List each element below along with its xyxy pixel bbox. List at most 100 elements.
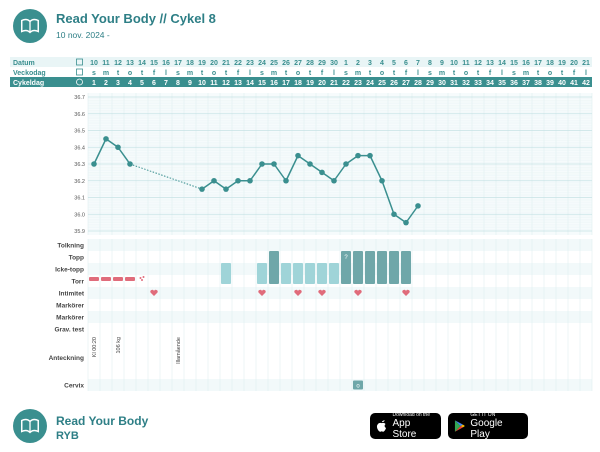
cycle-day-cell: 29 [426, 80, 434, 87]
footer-logo [13, 409, 47, 443]
cycle-day-cell: 14 [246, 80, 254, 87]
cycle-day-cell: 36 [510, 80, 518, 87]
torr-bar [89, 277, 99, 281]
temperature-point [283, 177, 289, 184]
temperature-point [103, 136, 109, 142]
date-cell: 20 [210, 60, 218, 67]
y-tick-label: 36.1 [74, 196, 85, 202]
cycle-day-cell: 34 [486, 80, 494, 87]
intimitet-label: Intimitet [59, 291, 85, 298]
date-cell: 2 [356, 60, 360, 67]
date-cell: 21 [222, 60, 230, 67]
tolkning-mark: ? [344, 255, 348, 261]
note-text: 106 kg [116, 337, 122, 354]
topp-bar [353, 251, 363, 284]
date-cell: 9 [440, 60, 444, 67]
weekday-cell: s [176, 70, 180, 77]
temperature-line-segment [333, 163, 347, 182]
app-store-button[interactable]: Download on the App Store [370, 412, 441, 440]
cycle-day-cell: 37 [522, 80, 530, 87]
temperature-line-segment [249, 163, 263, 182]
cycle-day-cell: 21 [330, 80, 338, 87]
date-cell: 24 [258, 60, 266, 67]
weekday-cell: f [237, 70, 240, 77]
weekday-cell: t [285, 70, 288, 77]
google-play-label: Google Play [470, 418, 503, 440]
cervix-label: Cervix [64, 383, 84, 390]
cycle-day-cell: 41 [570, 80, 578, 87]
grav-test-label: Grav. test [54, 327, 84, 334]
topp-bar [269, 251, 279, 284]
date-cell: 14 [138, 60, 146, 67]
date-cell: 12 [114, 60, 122, 67]
cycle-day-cell: 27 [402, 80, 410, 87]
weekday-cell: m [271, 70, 277, 77]
date-cell: 28 [306, 60, 314, 67]
temperature-point [91, 161, 97, 167]
cycle-day-cell: 18 [294, 80, 302, 87]
date-cell: 19 [558, 60, 566, 67]
icke-topp-label: Icke-topp [55, 267, 84, 274]
google-play-button[interactable]: GET IT ON Google Play [448, 412, 528, 440]
temperature-point [127, 161, 133, 167]
date-cell: 22 [234, 60, 242, 67]
heart-icon [354, 289, 362, 296]
y-tick-label: 35.9 [74, 229, 85, 235]
date-cell: 13 [486, 60, 494, 67]
cycle-day-cell: 38 [534, 80, 542, 87]
cycle-day-cell: 3 [116, 80, 120, 87]
weekday-cell: l [585, 70, 587, 77]
cycle-day-cell: 8 [176, 80, 180, 87]
cykeldag-label: Cykeldag [13, 80, 44, 87]
temperature-point [115, 144, 121, 151]
veckodag-row-bg [10, 67, 592, 77]
weekday-cell: t [309, 70, 312, 77]
weekday-cell: s [512, 70, 516, 77]
y-tick-label: 36.6 [74, 112, 85, 118]
book-icon [21, 418, 39, 434]
cycle-day-cell: 16 [270, 80, 278, 87]
spotting-drop [139, 277, 142, 279]
date-cell: 18 [546, 60, 554, 67]
temperature-point [331, 177, 337, 184]
cycle-day-cell: 10 [198, 80, 206, 87]
app-logo [13, 9, 47, 43]
weekday-cell: m [187, 70, 193, 77]
header: Read Your Body // Cykel 8 10 nov. 2024 - [0, 0, 600, 50]
anteckning-label: Anteckning [49, 355, 84, 362]
date-cell: 15 [150, 60, 158, 67]
weekday-cell: f [573, 70, 576, 77]
markorer-label: Markörer [56, 315, 84, 322]
torr-bar [113, 277, 123, 281]
cycle-day-cell: 9 [188, 80, 192, 87]
date-cell: 23 [246, 60, 254, 67]
cycle-day-cell: 26 [390, 80, 398, 87]
weekday-cell: s [260, 70, 264, 77]
date-cell: 3 [368, 60, 372, 67]
y-tick-label: 36.2 [74, 179, 85, 185]
weekday-cell: o [380, 70, 384, 77]
heart-icon [150, 289, 158, 296]
date-cell: 1 [344, 60, 348, 67]
date-cell: 12 [474, 60, 482, 67]
date-cell: 11 [102, 60, 110, 67]
weekday-cell: t [369, 70, 372, 77]
markorer-label: Markörer [56, 303, 84, 310]
datum-row-bg [10, 57, 592, 67]
temperature-line-segment [405, 205, 419, 224]
google-play-icon [454, 420, 465, 432]
temperature-line-segment [285, 155, 299, 182]
heart-icon [402, 289, 410, 296]
cycle-icon [76, 78, 83, 86]
weekday-cell: s [428, 70, 432, 77]
icke-topp-bar [317, 263, 327, 284]
cervix-box [353, 380, 363, 390]
weekday-cell: t [201, 70, 204, 77]
temperature-point [391, 211, 397, 218]
cycle-day-cell: 39 [546, 80, 554, 87]
weekday-cell: m [439, 70, 445, 77]
topp-bar [377, 251, 387, 284]
heart-icon [318, 289, 326, 296]
calendar-icon [76, 68, 83, 76]
date-cell: 11 [462, 60, 470, 67]
